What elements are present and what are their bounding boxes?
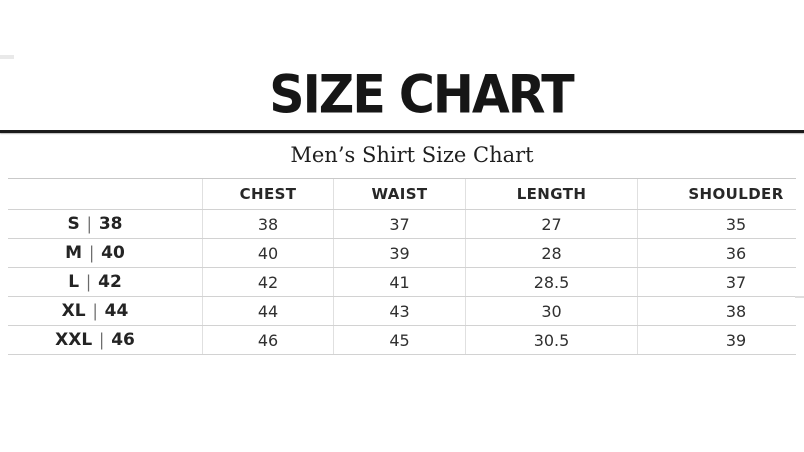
size-row-xl: XL | 44 44 43 30 38 xyxy=(8,296,796,325)
size-row-s: S | 38 38 37 27 35 xyxy=(8,209,796,238)
size-number: 42 xyxy=(98,272,122,292)
waist-value: 37 xyxy=(333,210,465,238)
scan-artifact xyxy=(0,55,14,59)
length-value: 28.5 xyxy=(465,268,637,296)
size-separator: | xyxy=(89,242,95,264)
waist-value: 39 xyxy=(333,239,465,267)
waist-value: 45 xyxy=(333,326,465,354)
size-row-m: M | 40 40 39 28 36 xyxy=(8,238,796,267)
size-code: L xyxy=(68,272,80,292)
size-label: S | 38 xyxy=(8,210,202,238)
chest-value: 40 xyxy=(202,239,333,267)
length-value: 30.5 xyxy=(465,326,637,354)
waist-value: 41 xyxy=(333,268,465,296)
size-number: 46 xyxy=(111,330,135,350)
size-label: XL | 44 xyxy=(8,297,202,325)
size-code: M xyxy=(65,243,83,263)
size-number: 44 xyxy=(104,301,129,321)
length-value: 27 xyxy=(465,210,637,238)
header-chest: CHEST xyxy=(202,179,333,209)
length-value: 28 xyxy=(465,239,637,267)
size-number: 40 xyxy=(101,243,125,263)
size-label: XXL | 46 xyxy=(8,326,202,354)
page-subtitle: Men’s Shirt Size Chart xyxy=(290,143,534,167)
size-code: XXL xyxy=(55,330,93,350)
table-header-row: CHEST WAIST LENGTH SHOULDER xyxy=(8,178,796,209)
length-value: 30 xyxy=(465,297,637,325)
size-label: L | 42 xyxy=(8,268,202,296)
header-waist: WAIST xyxy=(333,179,465,209)
scan-artifact xyxy=(795,296,804,298)
divider-rule xyxy=(0,130,804,133)
size-number: 38 xyxy=(98,214,123,234)
size-code: XL xyxy=(61,301,86,321)
size-row-l: L | 42 42 41 28.5 37 xyxy=(8,267,796,296)
shoulder-value: 38 xyxy=(637,297,796,325)
chest-value: 46 xyxy=(202,326,333,354)
size-separator: | xyxy=(86,271,92,293)
size-table: CHEST WAIST LENGTH SHOULDER S | 38 38 37… xyxy=(8,178,796,355)
size-separator: | xyxy=(99,329,105,351)
header-length: LENGTH xyxy=(465,179,637,209)
size-separator: | xyxy=(92,300,98,322)
chest-value: 38 xyxy=(202,210,333,238)
chest-value: 44 xyxy=(202,297,333,325)
size-code: S xyxy=(67,214,80,234)
header-size-cell xyxy=(8,179,202,209)
header-shoulder: SHOULDER xyxy=(637,179,796,209)
page-title: SIZE CHART xyxy=(269,63,574,126)
size-separator: | xyxy=(86,213,92,235)
shoulder-value: 35 xyxy=(637,210,796,238)
size-row-xxl: XXL | 46 46 45 30.5 39 xyxy=(8,325,796,355)
chest-value: 42 xyxy=(202,268,333,296)
waist-value: 43 xyxy=(333,297,465,325)
shoulder-value: 37 xyxy=(637,268,796,296)
shoulder-value: 39 xyxy=(637,326,796,354)
shoulder-value: 36 xyxy=(637,239,796,267)
size-label: M | 40 xyxy=(8,239,202,267)
